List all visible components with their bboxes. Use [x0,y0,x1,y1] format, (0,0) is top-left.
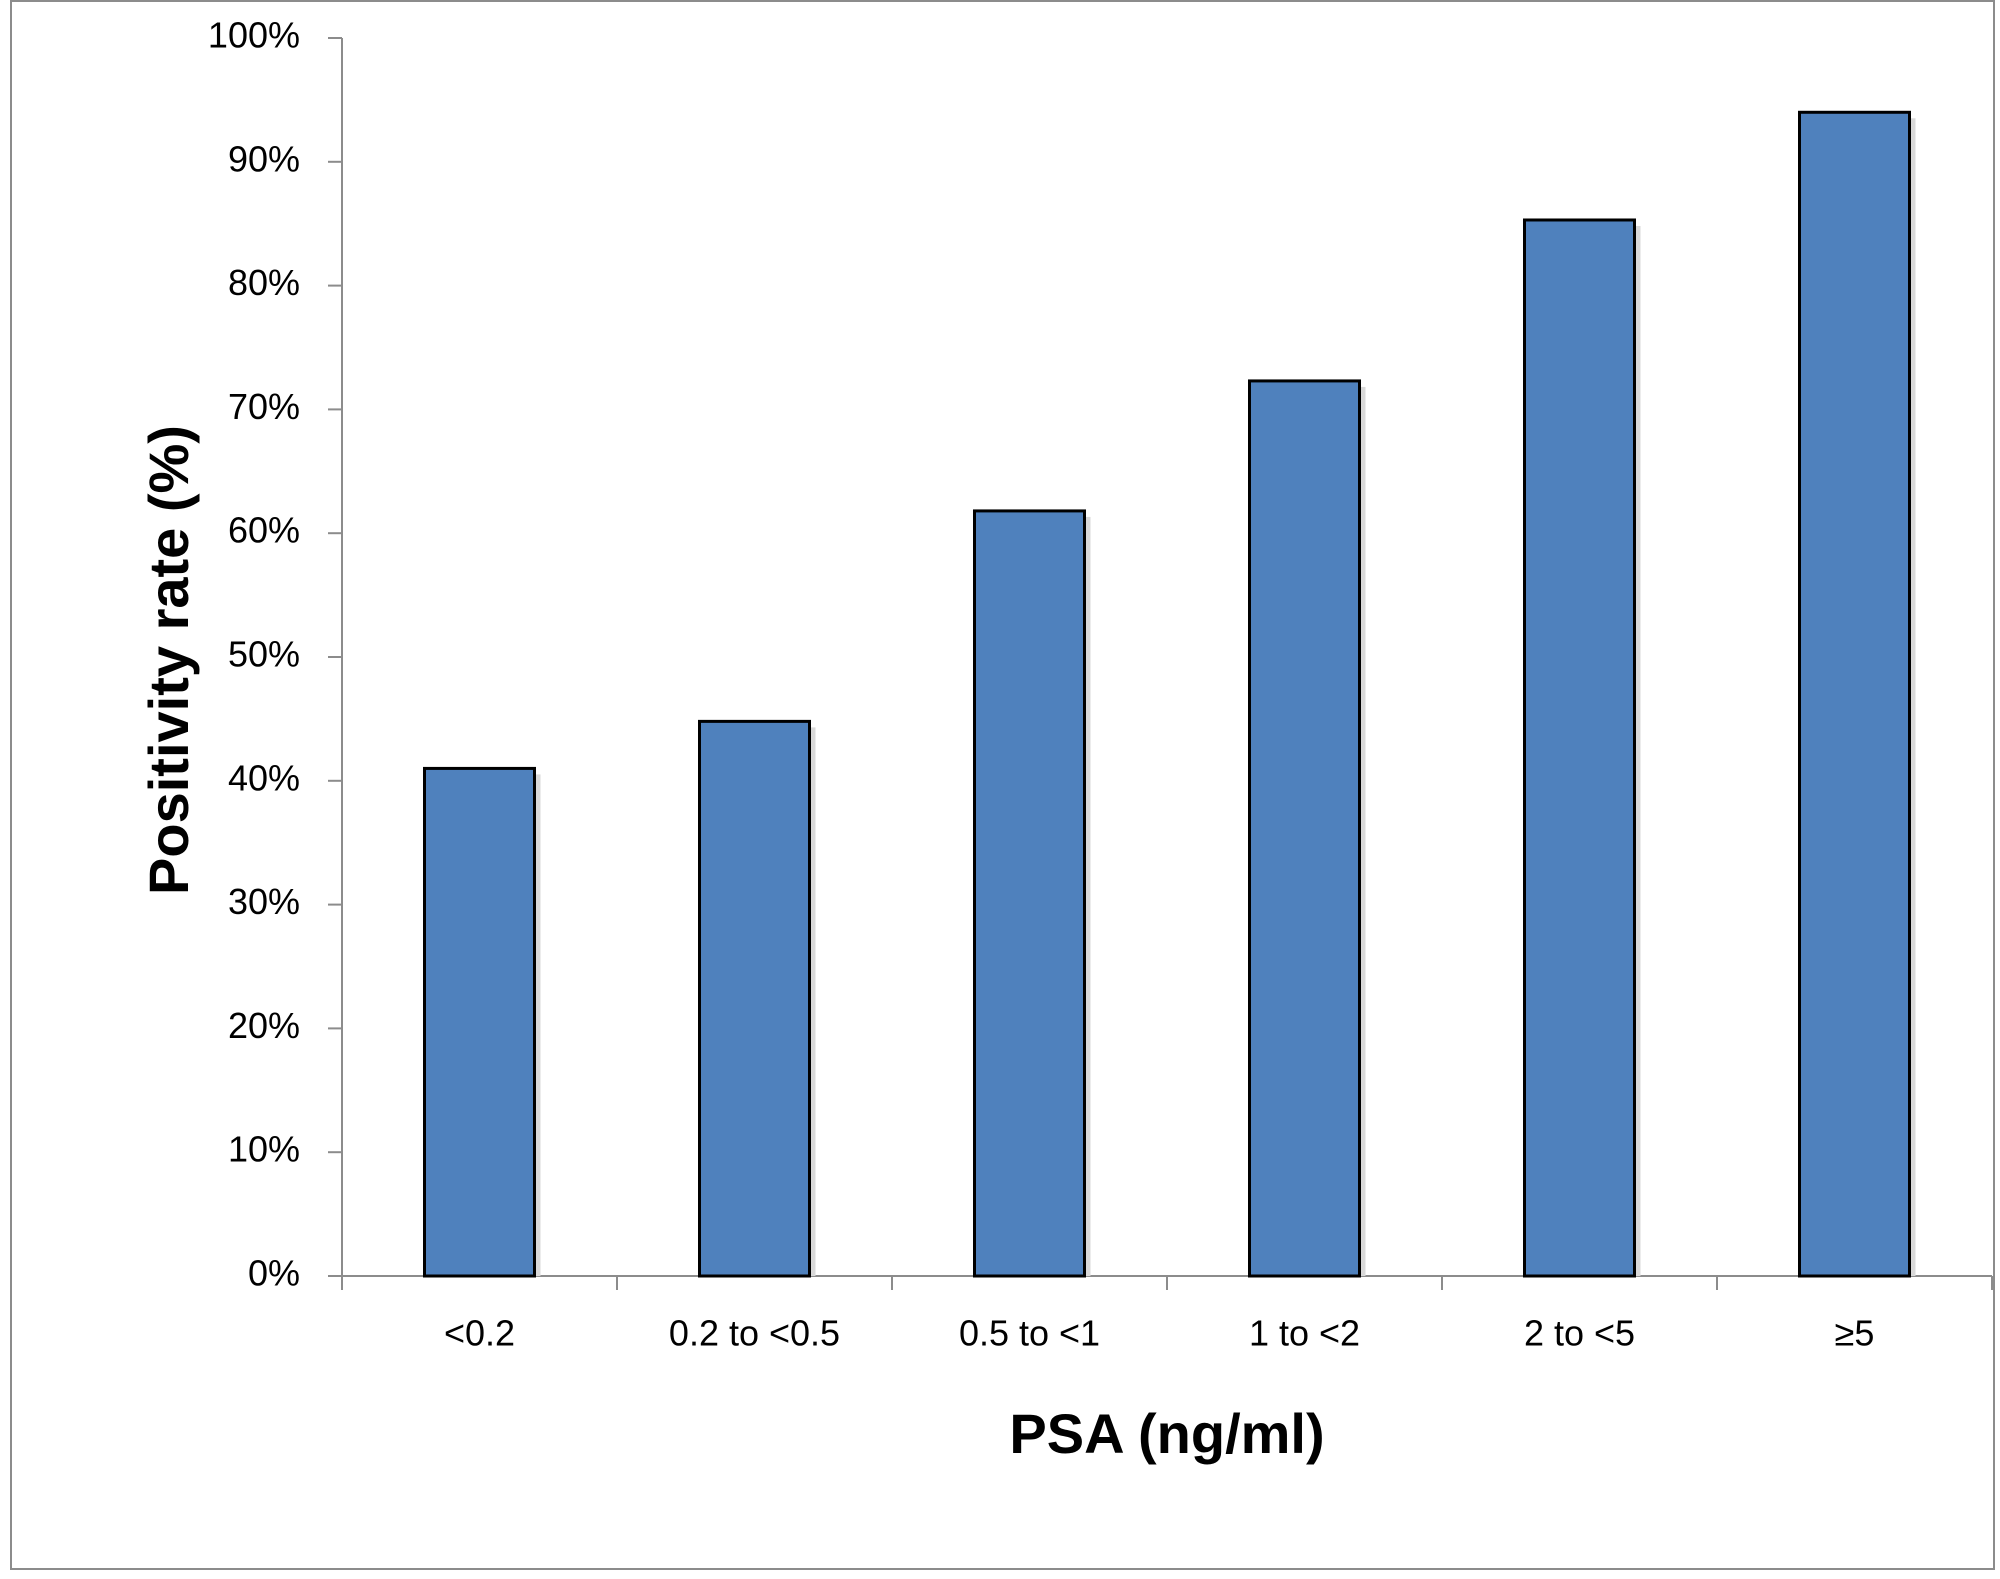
y-tick-label: 20% [228,1005,300,1046]
bars [423,110,1916,1278]
y-tick-label: 10% [228,1129,300,1170]
bar [973,509,1086,1278]
y-tick-label: 70% [228,386,300,427]
y-tick-label: 100% [208,15,300,56]
y-tick-label: 60% [228,510,300,551]
y-tick-label: 40% [228,757,300,798]
x-tick-label: 0.5 to <1 [959,1313,1100,1354]
bar [1523,218,1636,1278]
y-tick-label: 30% [228,881,300,922]
bar [1248,379,1361,1278]
x-axis: <0.2 0.2 to <0.5 0.5 to <1 1 to <2 2 to <5 ≥5 [341,1275,1993,1354]
y-axis: 0% 10% 20% 30% 40% 50% 60% 70% 80% 90% 100% [208,15,343,1294]
y-tick-label: 90% [228,138,300,179]
y-tick-label: 80% [228,262,300,303]
x-tick-label: 2 to <5 [1524,1313,1635,1354]
x-tick-label: ≥5 [1835,1313,1875,1354]
bar [1798,110,1911,1278]
x-axis-title: PSA (ng/ml) [1009,1402,1324,1465]
y-tick-label: 0% [248,1253,300,1294]
x-tick-label: 0.2 to <0.5 [669,1313,840,1354]
x-tick-label: 1 to <2 [1249,1313,1360,1354]
bar [698,719,811,1278]
y-tick-label: 50% [228,634,300,675]
x-tick-label: <0.2 [444,1313,515,1354]
y-axis-title: Positivity rate (%) [137,425,200,895]
bar [423,766,536,1278]
